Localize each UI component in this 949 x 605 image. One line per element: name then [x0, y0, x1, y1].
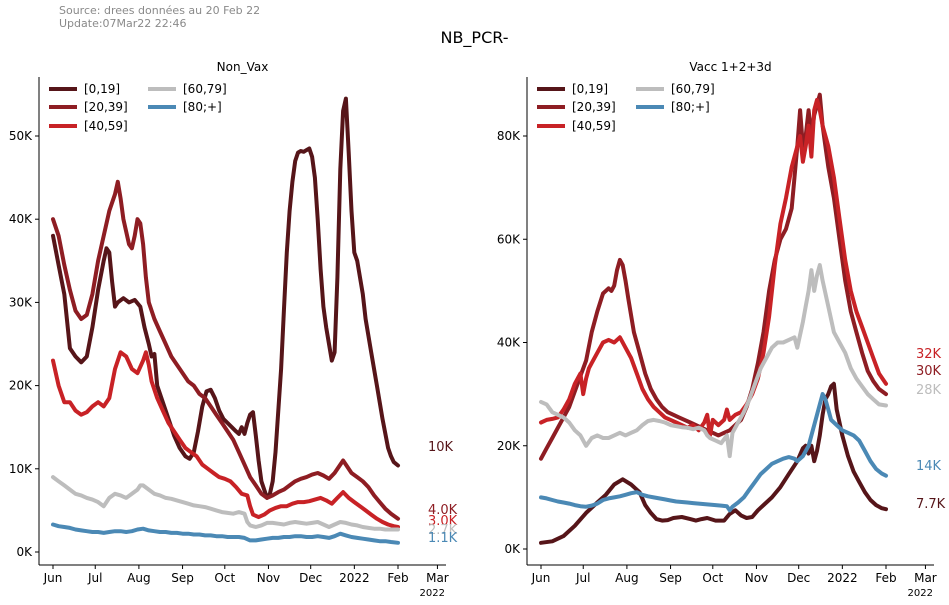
subplot-title: Vacc 1+2+3d: [689, 60, 771, 74]
chart-panel-1: Non_Vax 0K 10K 20K 30K 40K 50K Jun Jul Aug Sep Oct N…: [9, 60, 458, 599]
x-tick-label: Oct: [702, 571, 723, 585]
y-tick-label: 30K: [9, 295, 33, 309]
legend-entry: [0,19]: [537, 82, 608, 96]
x-tick-label: Oct: [214, 571, 235, 585]
legend-entry: [60,79]: [148, 82, 227, 96]
chart-panel-2: Vacc 1+2+3d 0K 20K 40K 60K 80K Jun Jul Aug Sep Oct…: [497, 60, 946, 599]
legend-entry: [40,59]: [537, 119, 616, 133]
series-line-2: [51, 179, 400, 521]
end-value-label: 32K: [916, 347, 942, 362]
y-tick-label: 40K: [497, 336, 521, 350]
x-tick-label: 2022: [827, 571, 858, 585]
y-tick-label: 10K: [9, 462, 33, 476]
x-year-label: 2022: [908, 588, 933, 599]
series-line-4: [539, 263, 888, 459]
legend-label: [60,79]: [183, 82, 227, 96]
x-tick-label: Jul: [575, 571, 590, 585]
end-value-label: 28K: [916, 383, 942, 398]
legend-label: [20,39]: [572, 100, 616, 114]
y-tick-label: 0K: [504, 542, 521, 556]
x-tick-label: Mar: [426, 571, 449, 585]
x-tick-label: Jun: [531, 571, 551, 585]
legend-entry: [0,19]: [49, 82, 120, 96]
legend-label: [0,19]: [84, 82, 120, 96]
legend-entry: [20,39]: [537, 100, 616, 114]
subplot-title: Non_Vax: [217, 60, 269, 74]
y-tick-label: 80K: [497, 129, 521, 143]
y-tick-label: 20K: [497, 439, 521, 453]
legend-label: [80;+]: [671, 100, 710, 114]
series-line-4: [51, 475, 400, 532]
end-value-label: 10K: [428, 440, 454, 455]
x-tick-label: Feb: [387, 571, 408, 585]
x-tick-label: Sep: [659, 571, 682, 585]
end-value-label: 1.1K: [428, 531, 458, 546]
source-note: Source: drees données au 20 Feb 22 Updat…: [59, 4, 260, 30]
legend-label: [20,39]: [84, 100, 128, 114]
x-tick-label: 2022: [339, 571, 370, 585]
legend-label: [40,59]: [84, 119, 128, 133]
series-line-1: [539, 381, 888, 545]
source-line: Source: drees données au 20 Feb 22: [59, 4, 261, 17]
y-tick-label: 40K: [9, 212, 33, 226]
legend-entry: [80;+]: [148, 100, 222, 114]
x-tick-label: Dec: [299, 571, 322, 585]
legend-entry: [80;+]: [636, 100, 710, 114]
series-line-3: [51, 350, 400, 529]
end-value-label: 2.7K: [428, 523, 458, 538]
series-line-5: [539, 392, 888, 513]
legend-label: [60,79]: [671, 82, 715, 96]
y-tick-label: 50K: [9, 129, 33, 143]
y-tick-label: 20K: [9, 379, 33, 393]
x-tick-label: Jul: [87, 571, 102, 585]
series-line-3: [539, 97, 888, 438]
x-tick-label: Nov: [745, 571, 768, 585]
legend-label: [0,19]: [572, 82, 608, 96]
end-value-label: 4.0K: [428, 503, 458, 518]
end-value-label: 7.7K: [916, 497, 946, 512]
x-tick-label: Sep: [171, 571, 194, 585]
x-tick-label: Dec: [787, 571, 810, 585]
end-value-label: 3.0K: [428, 514, 458, 529]
x-tick-label: Feb: [875, 571, 896, 585]
main-title: NB_PCR-: [440, 28, 509, 47]
series-line-1: [51, 96, 400, 500]
update-line: Update:07Mar22 22:46: [59, 17, 187, 30]
x-tick-label: Nov: [257, 571, 280, 585]
end-value-label: 30K: [916, 364, 942, 379]
legend-entry: [40,59]: [49, 119, 128, 133]
end-value-label: 14K: [916, 459, 942, 474]
y-tick-label: 0K: [16, 545, 33, 559]
y-tick-label: 60K: [497, 232, 521, 246]
legend-label: [80;+]: [183, 100, 222, 114]
series-line-5: [51, 522, 400, 545]
legend-label: [40,59]: [572, 119, 616, 133]
legend-entry: [60,79]: [636, 82, 715, 96]
x-tick-label: Aug: [127, 571, 150, 585]
legend-entry: [20,39]: [49, 100, 128, 114]
x-tick-label: Mar: [914, 571, 937, 585]
x-tick-label: Aug: [615, 571, 638, 585]
x-tick-label: Jun: [43, 571, 63, 585]
x-year-label: 2022: [420, 588, 445, 599]
